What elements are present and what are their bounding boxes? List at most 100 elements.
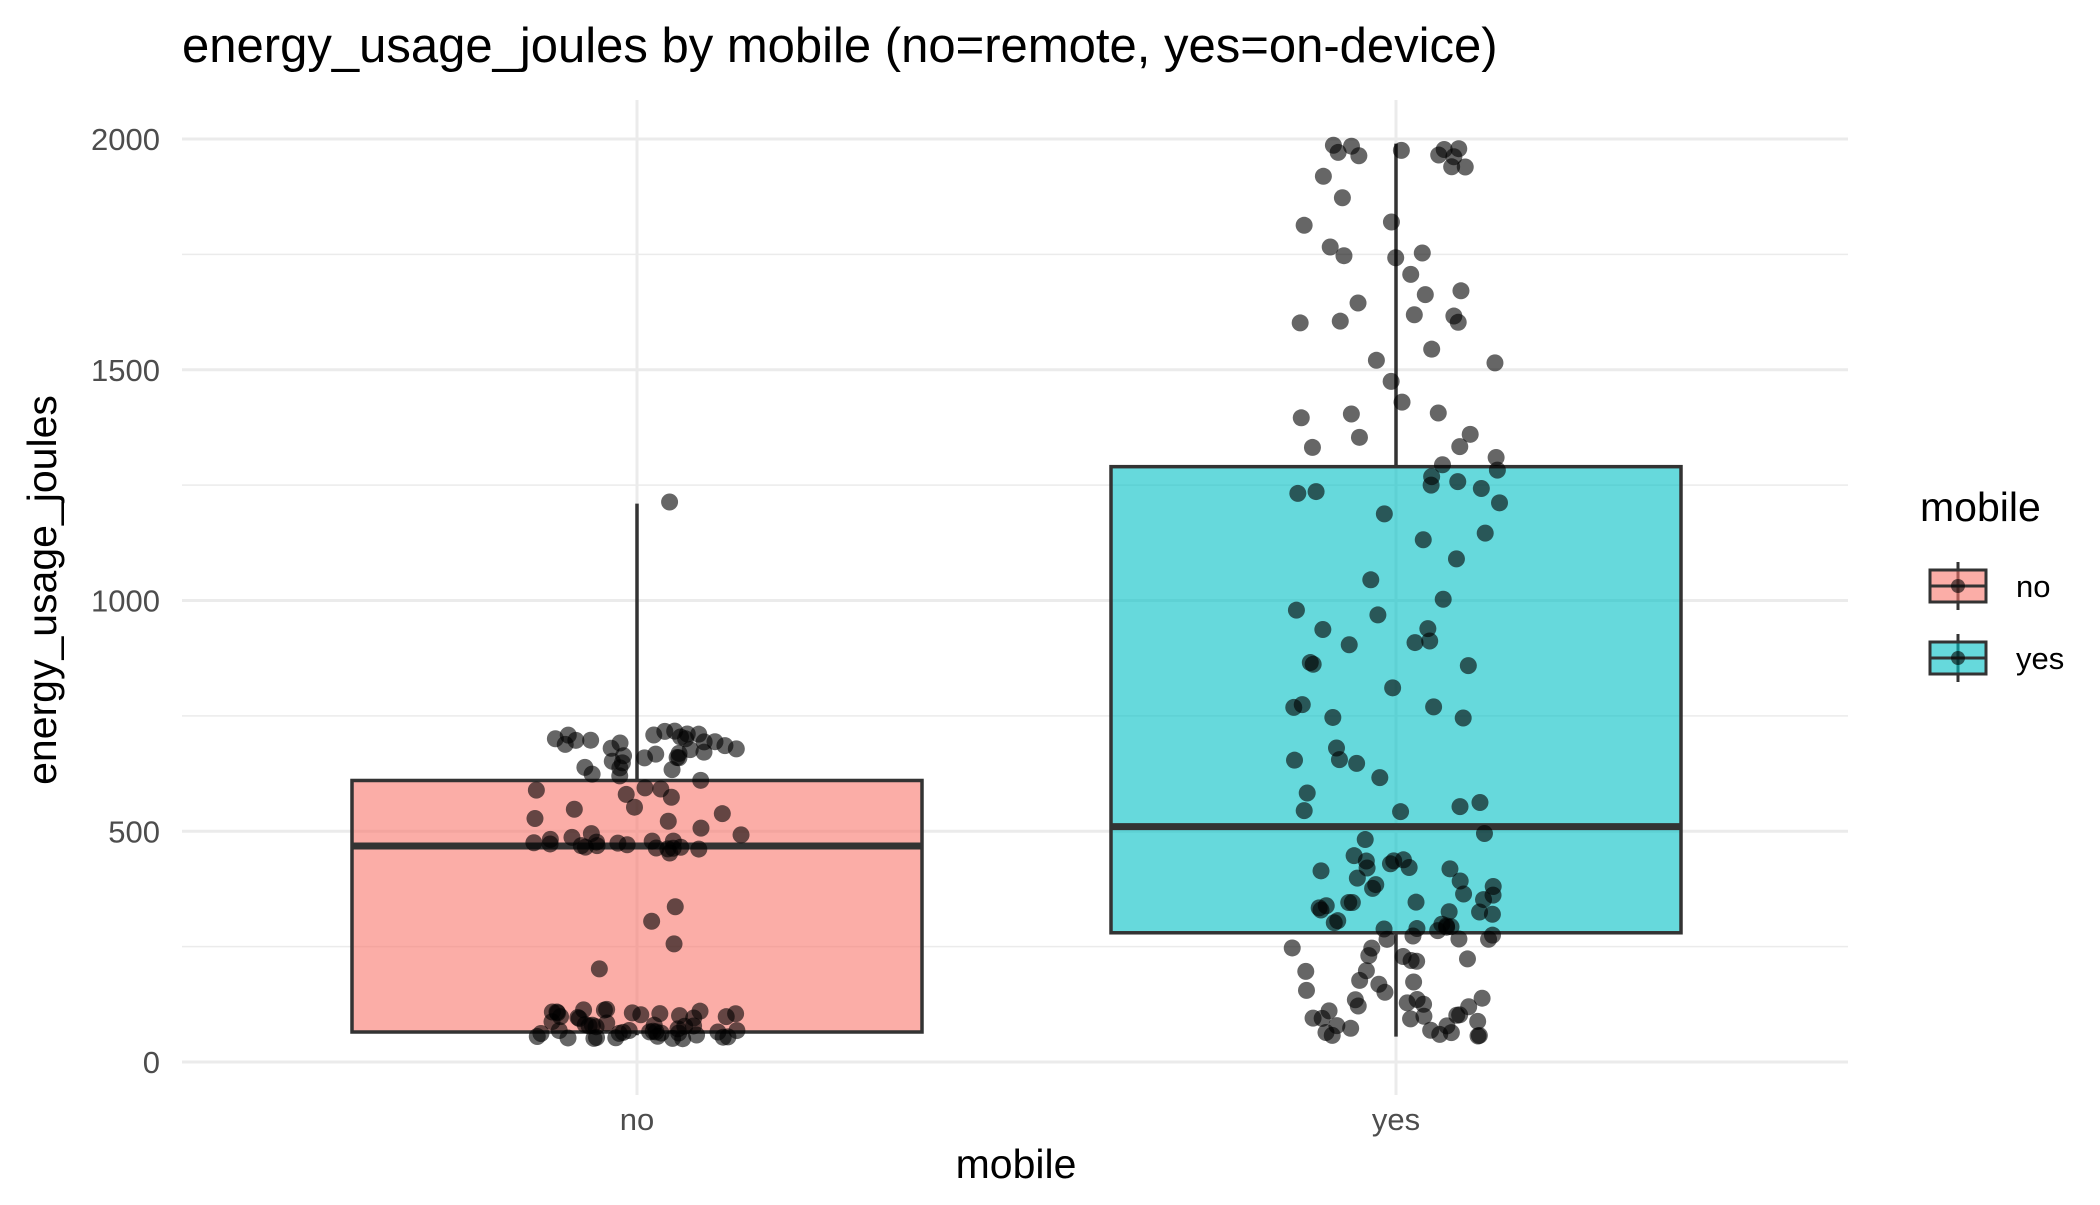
data-point bbox=[1364, 879, 1382, 897]
data-point bbox=[1392, 803, 1410, 821]
data-point bbox=[1324, 708, 1342, 726]
data-point bbox=[662, 788, 680, 806]
data-point bbox=[1475, 825, 1493, 843]
data-point bbox=[1451, 798, 1469, 816]
data-point bbox=[1392, 141, 1410, 159]
data-point bbox=[1491, 494, 1509, 512]
data-point bbox=[1350, 147, 1368, 165]
data-point bbox=[1414, 531, 1432, 549]
data-point bbox=[1405, 973, 1423, 991]
legend-entry-no: no bbox=[1928, 562, 2050, 610]
data-point bbox=[1447, 550, 1465, 568]
data-point bbox=[690, 840, 708, 858]
data-point bbox=[643, 912, 661, 930]
data-point bbox=[1283, 939, 1301, 957]
legend-key-point bbox=[1951, 579, 1965, 593]
data-point bbox=[525, 834, 543, 852]
jitter-points bbox=[525, 136, 1509, 1048]
data-point bbox=[1312, 862, 1330, 880]
data-point bbox=[1393, 393, 1411, 411]
box-rect bbox=[350, 778, 924, 1034]
data-point bbox=[1384, 679, 1402, 697]
data-point bbox=[1407, 893, 1425, 911]
data-point bbox=[1342, 405, 1360, 423]
data-point bbox=[645, 726, 663, 744]
data-point bbox=[1422, 476, 1440, 494]
data-point bbox=[1286, 751, 1304, 769]
data-point bbox=[1461, 425, 1479, 443]
data-point bbox=[1469, 1012, 1487, 1030]
data-point bbox=[692, 771, 710, 789]
data-point bbox=[1471, 903, 1489, 921]
data-point bbox=[1329, 143, 1347, 161]
data-point bbox=[1456, 158, 1474, 176]
data-point bbox=[692, 819, 710, 837]
data-point bbox=[610, 1024, 628, 1042]
data-point bbox=[713, 805, 731, 823]
y-tick-label: 2000 bbox=[91, 122, 160, 157]
x-axis-title: mobile bbox=[956, 1141, 1077, 1187]
data-point bbox=[1406, 634, 1424, 652]
data-point bbox=[1480, 930, 1498, 948]
data-point bbox=[1297, 981, 1315, 999]
data-point bbox=[1350, 428, 1368, 446]
data-point bbox=[661, 493, 679, 511]
data-point bbox=[1440, 903, 1458, 921]
data-point bbox=[611, 767, 629, 785]
legend-entry-yes: yes bbox=[1928, 634, 2064, 682]
data-point bbox=[1429, 404, 1447, 422]
data-point bbox=[1285, 698, 1303, 716]
data-point bbox=[1342, 1019, 1360, 1037]
legend-label: yes bbox=[2016, 641, 2064, 676]
data-point bbox=[1400, 859, 1418, 877]
legend-title: mobile bbox=[1920, 484, 2041, 530]
data-point bbox=[559, 1029, 577, 1047]
data-point bbox=[647, 745, 665, 763]
data-point bbox=[1402, 265, 1420, 283]
data-point bbox=[695, 743, 713, 761]
data-point bbox=[1449, 473, 1467, 491]
data-point bbox=[1325, 914, 1343, 932]
data-point bbox=[1483, 905, 1501, 923]
data-point bbox=[1348, 869, 1366, 887]
data-point bbox=[1369, 606, 1387, 624]
data-point bbox=[666, 898, 684, 916]
data-point bbox=[1405, 306, 1423, 324]
legend-key-point bbox=[1951, 651, 1965, 665]
data-point bbox=[1394, 948, 1412, 966]
data-point bbox=[1340, 636, 1358, 654]
data-point bbox=[1433, 456, 1451, 474]
data-point bbox=[1314, 620, 1332, 638]
data-point bbox=[1304, 655, 1322, 673]
data-point bbox=[588, 1028, 606, 1046]
data-point bbox=[1459, 657, 1477, 675]
box-no bbox=[350, 503, 924, 1036]
data-point bbox=[565, 800, 583, 818]
data-point bbox=[583, 765, 601, 783]
data-point bbox=[1431, 1025, 1449, 1043]
data-point bbox=[728, 1022, 746, 1040]
data-point bbox=[528, 1027, 546, 1045]
data-point bbox=[1471, 794, 1489, 812]
data-point bbox=[688, 1026, 706, 1044]
data-point bbox=[1430, 146, 1448, 164]
data-point bbox=[1443, 158, 1461, 176]
data-point bbox=[1362, 571, 1380, 589]
data-point bbox=[1382, 213, 1400, 231]
data-point bbox=[623, 1004, 641, 1022]
data-point bbox=[1415, 995, 1433, 1013]
data-point bbox=[1349, 294, 1367, 312]
data-point bbox=[1303, 438, 1321, 456]
data-point bbox=[1484, 886, 1502, 904]
y-tick-label: 500 bbox=[108, 814, 160, 849]
x-tick-label: no bbox=[620, 1102, 654, 1137]
data-point bbox=[1486, 354, 1504, 372]
data-point bbox=[1451, 872, 1469, 890]
data-point bbox=[613, 754, 631, 772]
y-axis-title: energy_usage_joules bbox=[19, 395, 65, 785]
x-tick-label: yes bbox=[1372, 1102, 1420, 1137]
data-point bbox=[1295, 216, 1313, 234]
data-point bbox=[1304, 1009, 1322, 1027]
data-point bbox=[1291, 314, 1309, 332]
